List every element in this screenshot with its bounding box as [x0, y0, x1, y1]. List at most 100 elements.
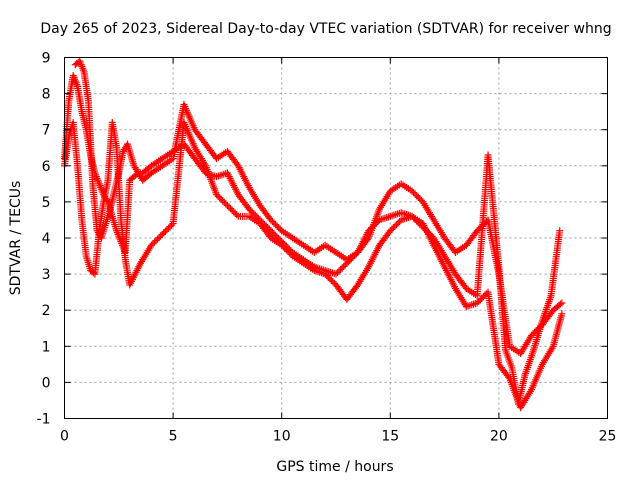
- data-point: [285, 249, 293, 257]
- y-tick-label: 0: [42, 375, 51, 391]
- data-point: [168, 221, 176, 229]
- data-point: [473, 299, 481, 307]
- data-point: [220, 198, 228, 206]
- plot-frame: [64, 57, 608, 419]
- data-point: [161, 227, 169, 235]
- data-point: [391, 222, 399, 230]
- y-tick-label: 6: [42, 159, 51, 175]
- data-point: [248, 208, 256, 216]
- data-point: [392, 211, 400, 219]
- data-point: [427, 231, 435, 239]
- data-point: [414, 219, 422, 227]
- data-point: [270, 219, 278, 227]
- data-point: [223, 202, 231, 210]
- y-axis-label: SDTVAR / TECUs: [8, 181, 24, 296]
- data-point: [335, 267, 343, 275]
- data-point: [468, 301, 476, 309]
- data-point: [268, 228, 276, 236]
- data-point: [386, 227, 394, 235]
- data-point: [150, 238, 158, 246]
- data-point: [417, 222, 425, 230]
- data-point: [250, 210, 258, 218]
- data-point: [334, 269, 342, 277]
- data-point: [155, 233, 163, 241]
- data-point: [369, 222, 377, 230]
- data-point: [152, 237, 160, 245]
- series-trace-a: [61, 72, 566, 358]
- axis-ticks: 0 5 10 15 20 25 -1 0 1 2 3 4 5 6 7 8 9: [37, 51, 617, 445]
- series-trace-c: [71, 57, 564, 408]
- data-point: [337, 265, 345, 273]
- data-point: [233, 211, 241, 219]
- data-point: [245, 205, 253, 213]
- y-tick-label: 9: [42, 51, 51, 67]
- data-point: [411, 190, 419, 198]
- data-point: [227, 205, 235, 213]
- data-point: [154, 235, 162, 243]
- data-point: [531, 328, 539, 336]
- data-point: [478, 294, 486, 302]
- data-point: [420, 225, 428, 233]
- data-point: [279, 243, 287, 251]
- data-point: [425, 229, 433, 237]
- data-point: [371, 221, 379, 229]
- x-tick-label: 25: [599, 429, 617, 445]
- y-tick-label: 7: [42, 123, 51, 139]
- data-point: [410, 214, 418, 222]
- data-point: [556, 227, 564, 235]
- data-point: [388, 225, 396, 233]
- data-point: [271, 221, 279, 229]
- data-point: [381, 214, 389, 222]
- data-point: [230, 208, 238, 216]
- data-point: [419, 223, 427, 231]
- data-point: [222, 200, 230, 208]
- x-axis-label: GPS time / hours: [276, 459, 393, 475]
- data-point: [166, 223, 174, 231]
- data-point: [267, 227, 275, 235]
- data-point: [214, 192, 222, 200]
- data-point: [164, 224, 172, 232]
- data-point: [327, 276, 335, 284]
- data-point: [394, 219, 402, 227]
- data-point: [323, 272, 331, 280]
- data-point: [422, 226, 430, 234]
- data-point: [368, 224, 376, 232]
- data-point: [267, 216, 275, 224]
- x-tick-label: 20: [490, 429, 508, 445]
- data-point: [321, 270, 329, 278]
- x-tick-label: 5: [169, 429, 178, 445]
- data-point: [332, 270, 340, 278]
- data-point: [231, 209, 239, 217]
- data-point: [410, 189, 418, 197]
- data-point: [408, 187, 416, 195]
- data-point: [397, 209, 405, 217]
- data-point: [340, 262, 348, 270]
- data-point: [216, 194, 224, 202]
- data-point: [394, 210, 402, 218]
- data-point: [386, 212, 394, 220]
- data-point: [214, 172, 222, 180]
- data-point: [505, 373, 513, 381]
- x-tick-label: 10: [273, 429, 291, 445]
- y-tick-label: 1: [42, 339, 51, 355]
- data-point: [556, 300, 564, 308]
- data-point: [149, 240, 157, 248]
- data-point: [414, 193, 422, 201]
- data-point: [228, 206, 236, 214]
- data-point: [527, 331, 535, 339]
- data-point: [158, 230, 166, 238]
- data-point: [324, 273, 332, 281]
- chart-title: Day 265 of 2023, Sidereal Day-to-day VTE…: [40, 21, 611, 37]
- data-point: [268, 217, 276, 225]
- data-point: [365, 227, 373, 235]
- data-point: [366, 225, 374, 233]
- series-trace-b: [61, 118, 566, 412]
- y-tick-label: 5: [42, 195, 51, 211]
- data-point: [413, 217, 421, 225]
- data-point: [558, 299, 566, 307]
- data-point: [326, 275, 334, 283]
- data-point: [372, 219, 380, 227]
- data-point: [163, 226, 171, 234]
- data-point: [147, 241, 155, 249]
